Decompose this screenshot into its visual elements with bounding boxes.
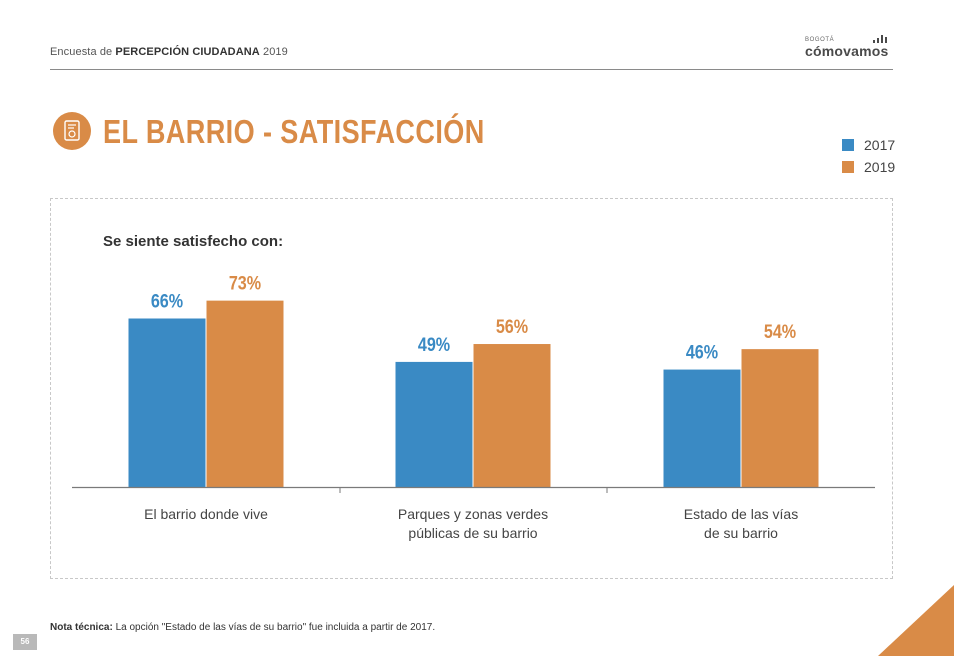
bar-2019-1 <box>206 300 284 487</box>
bar-2017-1 <box>128 318 206 487</box>
logo-city: BOGOTÁ <box>805 37 835 43</box>
legend-item-2019: 2019 <box>842 156 895 178</box>
category-label-3-line-1: Estado de las vías <box>684 506 798 522</box>
bar-2019-2 <box>473 344 551 487</box>
header-highlight: PERCEPCIÓN CIUDADANA <box>115 46 260 58</box>
technical-note-text: La opción "Estado de las vías de su barr… <box>115 622 436 633</box>
chart-subtitle: Se siente satisfecho con: <box>103 233 284 250</box>
legend-label-2019: 2019 <box>864 159 896 175</box>
data-label-2019-3: 54% <box>764 321 797 343</box>
legend-swatch-2017 <box>842 139 854 151</box>
page-title: EL BARRIO - SATISFACCIÓN <box>103 113 485 150</box>
chart-panel <box>50 198 893 579</box>
bar-2017-2 <box>395 361 473 487</box>
technical-note: Nota técnica: La opción "Estado de las v… <box>50 622 435 633</box>
document-icon <box>53 112 91 150</box>
technical-note-label: Nota técnica: <box>50 622 113 633</box>
category-label-1-line-1: El barrio donde vive <box>144 506 268 522</box>
data-label-2017-2: 49% <box>418 334 451 356</box>
header-survey-title: Encuesta de PERCEPCIÓN CIUDADANA 2019 <box>50 46 288 58</box>
data-label-2019-2: 56% <box>496 316 529 338</box>
logo-name: cómovamos <box>805 43 889 59</box>
chart-legend: 2017 2019 <box>842 134 895 178</box>
data-label-2019-1: 73% <box>229 272 262 294</box>
bar-2017-3 <box>663 369 741 487</box>
bar-2019-3 <box>741 349 819 487</box>
header-divider <box>50 69 893 70</box>
legend-item-2017: 2017 <box>842 134 895 156</box>
header-year: 2019 <box>262 46 288 58</box>
logo-bars-icon <box>873 35 887 43</box>
page-number: 56 <box>13 634 37 650</box>
category-label-3-line-2: de su barrio <box>704 525 778 541</box>
data-label-2017-1: 66% <box>151 290 184 312</box>
legend-swatch-2019 <box>842 161 854 173</box>
bogota-como-vamos-logo: BOGOTÁ cómovamos <box>805 35 893 61</box>
data-label-2017-3: 46% <box>686 341 719 363</box>
category-label-2-line-1: Parques y zonas verdes <box>398 506 548 522</box>
legend-label-2017: 2017 <box>864 137 896 153</box>
header-prefix: Encuesta de <box>50 46 113 58</box>
category-label-2-line-2: públicas de su barrio <box>408 525 537 541</box>
